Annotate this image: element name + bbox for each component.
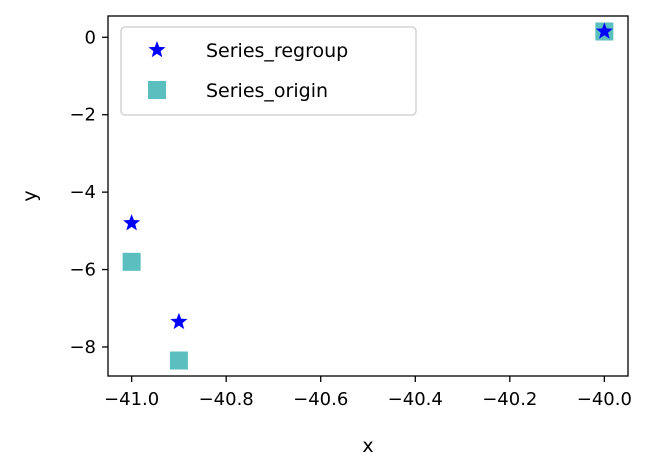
x-tick-label: −40.2 xyxy=(482,389,537,410)
y-tick-label: −6 xyxy=(69,260,96,281)
legend-box xyxy=(120,26,417,116)
regroup-point xyxy=(595,22,613,39)
y-tick-label: −4 xyxy=(69,182,96,203)
x-tick-label: −40.4 xyxy=(388,389,443,410)
x-axis-label: x xyxy=(362,435,373,457)
legend-square-marker xyxy=(148,81,166,99)
x-axis-ticks: −41.0 −40.8 −40.6 −40.4 −40.2 −40.0 xyxy=(104,376,632,410)
legend-label: Series_regroup xyxy=(206,40,348,62)
x-tick-label: −41.0 xyxy=(104,389,159,410)
y-tick-label: −8 xyxy=(69,337,96,358)
origin-point xyxy=(122,252,141,271)
x-tick-label: −40.0 xyxy=(577,389,632,410)
regroup-point xyxy=(170,312,188,330)
legend-label: Series_origin xyxy=(206,80,328,102)
y-tick-label: −2 xyxy=(69,105,96,126)
y-tick-label: 0 xyxy=(85,27,96,48)
origin-point xyxy=(169,351,188,370)
legend-star-marker xyxy=(148,41,166,58)
legend: Series_regroup Series_origin xyxy=(120,26,417,116)
x-tick-label: −40.8 xyxy=(199,389,254,410)
data-points xyxy=(122,22,614,370)
x-tick-label: −40.6 xyxy=(293,389,348,410)
plot-area-frame xyxy=(107,15,629,377)
y-axis-ticks: 0 −2 −4 −6 −8 xyxy=(69,27,108,358)
regroup-point xyxy=(123,214,141,231)
y-axis-label: y xyxy=(19,190,41,201)
